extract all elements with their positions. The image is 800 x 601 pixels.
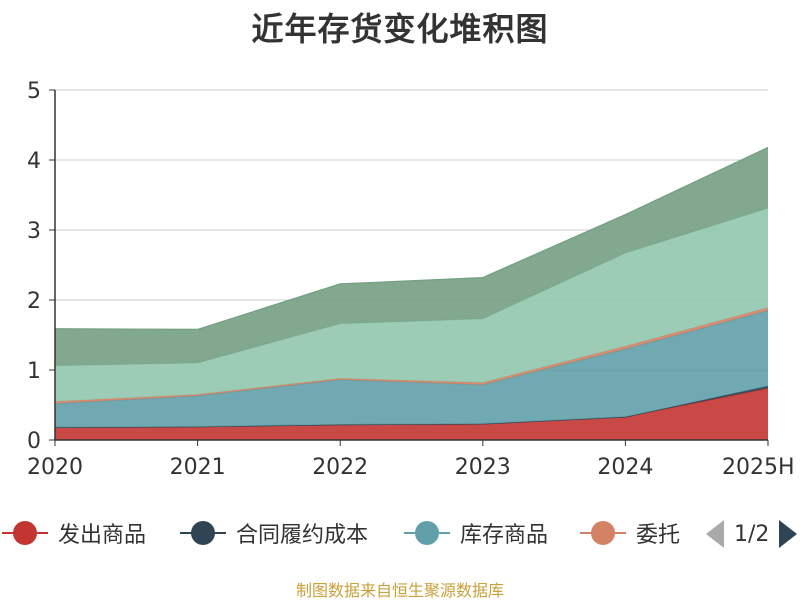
y-tick-label: 0 bbox=[27, 429, 41, 454]
legend-item-hetong[interactable]: 合同履约成本 bbox=[180, 518, 368, 548]
series-line-5 bbox=[54, 146, 769, 331]
axes: 0 1 2 3 4 5 2020 2021 2022 2023 2024 2025H bbox=[27, 79, 795, 480]
y-tick-label: 1 bbox=[27, 359, 41, 384]
y-tick-label: 3 bbox=[27, 219, 41, 244]
x-tick-label: 2023 bbox=[455, 455, 511, 480]
page-indicator: 1/2 bbox=[734, 521, 770, 547]
area-series-2 bbox=[55, 310, 768, 428]
y-tick-label: 4 bbox=[27, 149, 41, 174]
legend-symbol-icon bbox=[580, 518, 626, 548]
area-series bbox=[54, 146, 769, 440]
y-tick-label: 5 bbox=[27, 79, 41, 104]
legend-symbol-icon bbox=[2, 518, 48, 548]
area-series-0 bbox=[55, 388, 768, 440]
x-tick-label: 2021 bbox=[170, 455, 226, 480]
legend-pager: 1/2 bbox=[700, 516, 800, 552]
legend: 发出商品 合同履约成本 库存商品 委托 1/2 bbox=[0, 512, 800, 556]
chart-title: 近年存货变化堆积图 bbox=[251, 10, 549, 48]
legend-label: 库存商品 bbox=[460, 523, 549, 548]
x-tick-label: 2024 bbox=[597, 455, 653, 480]
legend-item-kucun[interactable]: 库存商品 bbox=[404, 518, 548, 548]
prev-page-icon[interactable] bbox=[706, 520, 724, 548]
y-tick-label: 2 bbox=[27, 289, 41, 314]
next-page-icon[interactable] bbox=[779, 520, 798, 548]
area-series-5 bbox=[55, 147, 768, 366]
legend-item-fachu[interactable]: 发出商品 bbox=[2, 518, 146, 548]
legend-label: 合同履约成本 bbox=[236, 523, 369, 548]
legend-symbol-icon bbox=[180, 518, 226, 548]
x-tick-label: 2025H bbox=[722, 455, 795, 480]
legend-label: 发出商品 bbox=[58, 523, 147, 548]
legend-label: 委托 bbox=[636, 523, 681, 548]
legend-symbol-icon bbox=[404, 518, 450, 548]
x-tick-label: 2022 bbox=[312, 455, 368, 480]
x-tick-label: 2020 bbox=[27, 455, 83, 480]
legend-item-weituo[interactable]: 委托 bbox=[580, 518, 680, 548]
source-note: 制图数据来自恒生聚源数据库 bbox=[295, 581, 504, 600]
